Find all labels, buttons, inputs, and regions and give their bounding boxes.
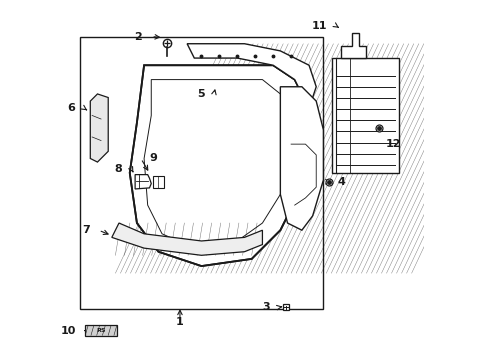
Text: 9: 9: [149, 153, 157, 163]
Text: 5: 5: [197, 89, 204, 99]
Text: 7: 7: [81, 225, 89, 235]
Text: 4: 4: [337, 177, 345, 187]
Text: RS: RS: [96, 328, 105, 333]
Text: 8: 8: [115, 164, 122, 174]
Polygon shape: [187, 44, 316, 108]
Text: 11: 11: [311, 21, 326, 31]
Text: 10: 10: [61, 325, 76, 336]
Polygon shape: [90, 94, 108, 162]
Text: 3: 3: [262, 302, 269, 312]
Polygon shape: [341, 33, 366, 58]
Text: 1: 1: [176, 317, 183, 327]
Polygon shape: [135, 175, 151, 189]
Bar: [332, 58, 398, 173]
Text: 2: 2: [134, 32, 142, 41]
Text: 12: 12: [386, 139, 401, 149]
Bar: [153, 176, 163, 188]
Polygon shape: [129, 65, 308, 266]
Bar: [85, 324, 117, 336]
Polygon shape: [280, 87, 323, 230]
Bar: [80, 37, 323, 309]
Polygon shape: [112, 223, 262, 255]
Text: 6: 6: [67, 103, 75, 113]
